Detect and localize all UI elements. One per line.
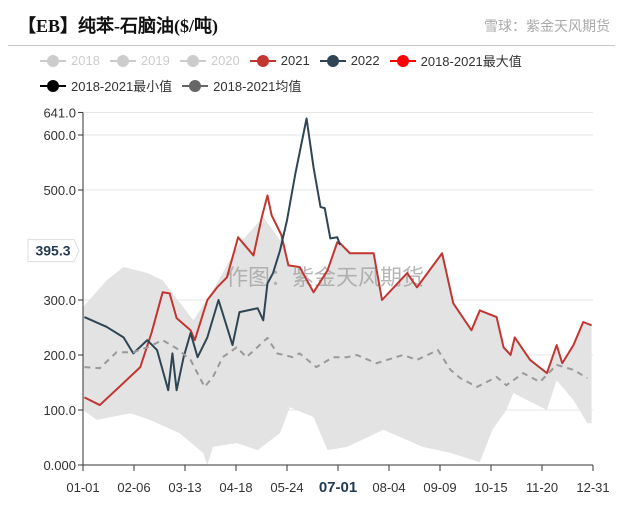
legend-marker-icon <box>319 54 346 67</box>
x-tick-label: 05-24 <box>270 480 303 495</box>
x-tick-label: 01-01 <box>66 480 99 495</box>
legend-marker-icon <box>182 79 209 92</box>
series-line-2022 <box>83 117 342 392</box>
legend: 2018 2019 2020 2021 2022 2018-2021最大值 2018-202… <box>40 48 610 98</box>
legend-marker-icon <box>40 79 66 92</box>
series-line-2021 <box>83 194 592 407</box>
x-tick-label: 11-20 <box>526 480 558 495</box>
legend-label: 2020 <box>210 53 240 68</box>
legend-label: 2019 <box>140 53 170 68</box>
legend-marker-icon <box>179 54 206 67</box>
legend-label: 2022 <box>350 53 380 68</box>
y-tick-label: 500.0 <box>43 183 76 198</box>
legend-item-3[interactable]: 2021 <box>249 48 310 73</box>
x-tick-label: 07-01 <box>319 479 357 496</box>
legend-label: 2018-2021均值 <box>213 79 302 94</box>
legend-item-7[interactable]: 2018-2021均值 <box>182 73 301 98</box>
legend-marker-icon <box>109 54 136 67</box>
legend-item-0[interactable]: 2018 <box>40 48 100 73</box>
corner-watermark: 雪球：紫金天风期货 <box>484 18 610 34</box>
legend-label: 2021 <box>280 53 310 68</box>
watermark: 作图：紫金天风期货 <box>226 265 424 290</box>
axis-pointer-label: 395.3 <box>35 243 70 259</box>
title-divider <box>8 45 615 46</box>
y-tick-label: 600.0 <box>43 128 76 143</box>
legend-item-6[interactable]: 2018-2021最小值 <box>40 73 172 98</box>
legend-item-4[interactable]: 2022 <box>319 48 380 73</box>
x-tick-label: 03-13 <box>168 480 201 495</box>
y-tick-label: 100.0 <box>43 403 76 418</box>
y-tick-label: 0.000 <box>43 458 76 473</box>
y-tick-label: 200.0 <box>43 348 76 363</box>
legend-label: 2018-2021最小值 <box>71 79 173 94</box>
x-tick-label: 08-04 <box>372 480 405 495</box>
legend-label: 2018 <box>71 53 100 68</box>
axis-pointer-label-box <box>27 239 80 263</box>
legend-label: 2018-2021最大值 <box>420 54 522 69</box>
series-line-2018-2021均值 <box>84 336 588 388</box>
x-tick-label: 04-18 <box>219 480 252 495</box>
legend-item-5[interactable]: 2018-2021最大值 <box>389 48 522 73</box>
max-min-band <box>83 216 592 465</box>
x-tick-label: 09-09 <box>423 480 456 495</box>
x-tick-label: 10-15 <box>474 480 507 495</box>
x-tick-label: 02-06 <box>117 480 150 495</box>
legend-marker-icon <box>249 54 276 67</box>
legend-marker-icon <box>389 54 416 67</box>
chart-title: 【EB】纯苯-石脑油($/吨) <box>18 16 218 36</box>
legend-item-2[interactable]: 2020 <box>179 48 240 73</box>
y-tick-label: 300.0 <box>43 293 76 308</box>
y-tick-label: 641.0 <box>43 105 76 120</box>
legend-marker-icon <box>40 54 66 67</box>
x-tick-label: 12-31 <box>576 480 609 495</box>
legend-item-1[interactable]: 2019 <box>109 48 170 73</box>
